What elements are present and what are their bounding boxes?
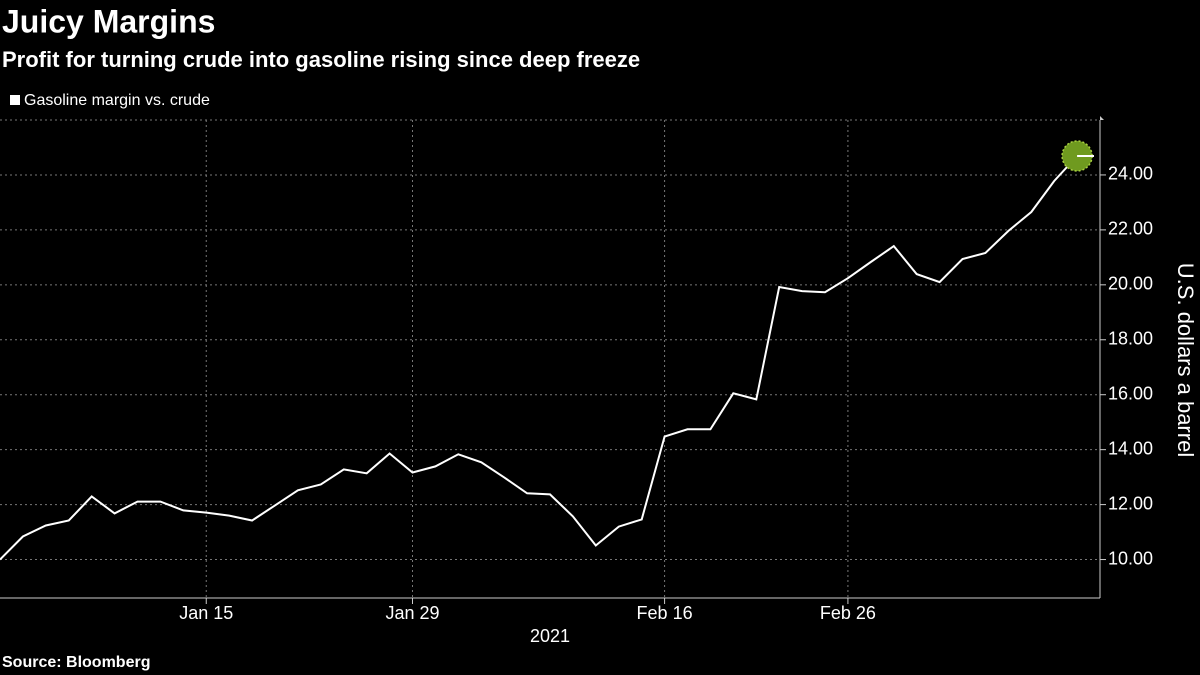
line-series: [0, 155, 1078, 561]
y-tick-label: 10.00: [1108, 548, 1153, 568]
legend-swatch: [10, 95, 20, 105]
y-tick-label: 24.00: [1108, 164, 1153, 184]
legend-label: Gasoline margin vs. crude: [24, 92, 210, 109]
y-tick-label: 20.00: [1108, 274, 1153, 294]
x-axis-label: 2021: [530, 626, 570, 646]
x-tick-label: Jan 15: [179, 603, 233, 623]
x-tick-label: Jan 29: [385, 603, 439, 623]
y-tick-label: 12.00: [1108, 493, 1153, 513]
y-axis-arrow: [1100, 116, 1104, 120]
x-tick-label: Feb 16: [637, 603, 693, 623]
y-tick-label: 18.00: [1108, 329, 1153, 349]
y-axis-label: U.S. dollars a barrel: [1173, 263, 1198, 457]
source: Source: Bloomberg: [2, 654, 150, 671]
chart-title: Juicy Margins: [2, 3, 215, 39]
y-tick-label: 22.00: [1108, 219, 1153, 239]
y-tick-label: 14.00: [1108, 438, 1153, 458]
chart-subtitle: Profit for turning crude into gasoline r…: [2, 47, 640, 72]
x-tick-label: Feb 26: [820, 603, 876, 623]
y-tick-label: 16.00: [1108, 383, 1153, 403]
